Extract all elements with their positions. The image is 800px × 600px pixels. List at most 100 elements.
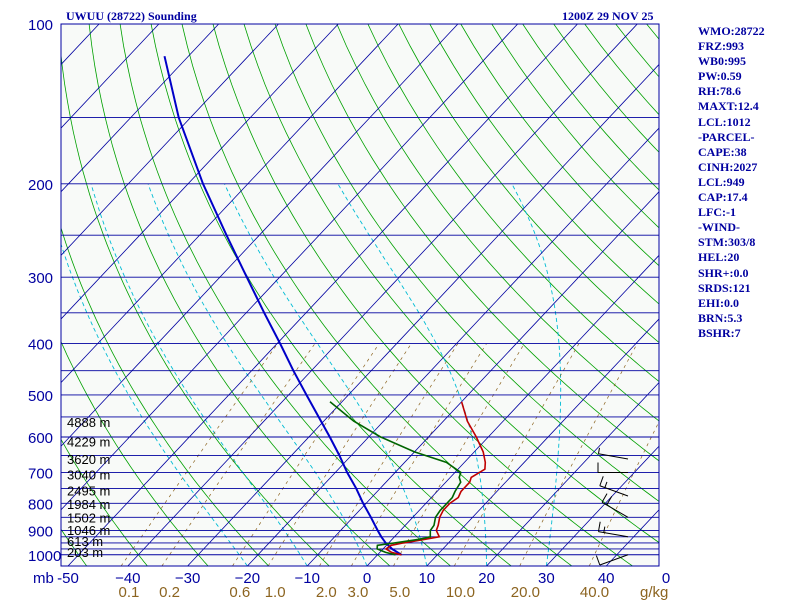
wind-barb-flag: [603, 526, 606, 533]
isotherm: [187, 63, 659, 566]
temperature-tick-label: 10: [418, 570, 435, 587]
parcel-path-line: [163, 55, 403, 556]
stat-item: SHR+:0.0: [698, 265, 749, 280]
stat-item: BSHR:7: [698, 325, 741, 340]
dry-adiabat: [429, 24, 659, 305]
wind-barb-flag: [595, 555, 601, 566]
mixing-ratio-label: 0.1: [119, 584, 140, 600]
stat-item: STM:303/8: [698, 235, 756, 250]
temperature-tick-label: −40: [115, 570, 140, 587]
isotherm: [366, 254, 659, 566]
isotherm: [247, 127, 659, 566]
mixing-ratio-label: 10.0: [446, 584, 475, 600]
dry-adiabat: [336, 24, 659, 422]
isotherm: [486, 382, 659, 566]
isotherm: [61, 24, 518, 511]
pressure-tick-label: 700: [28, 466, 53, 483]
moist-adiabat: [61, 242, 248, 566]
wind-barb-staff: [599, 554, 629, 566]
wind-barb: [597, 462, 628, 474]
stat-item: EHI:0.0: [698, 295, 740, 310]
stat-item: CAPE:38: [698, 144, 747, 159]
pressure-tick-label: 300: [28, 270, 53, 287]
sounding-indices-panel: WMO:28722 FRZ:993 WB0:995 PW:0.59 RH:78.6 MAX…: [698, 24, 765, 341]
dry-adiabat: [181, 24, 573, 566]
mixing-ratio-unit: g/kg: [640, 584, 668, 600]
isotherm: [61, 24, 279, 256]
stat-item: LFC:-1: [698, 205, 736, 220]
temperature-tick-label: −20: [235, 570, 260, 587]
moist-adiabat: [90, 183, 308, 566]
pressure-tick-label: 100: [28, 17, 53, 34]
dry-adiabat: [150, 24, 512, 566]
dry-adiabat: [61, 226, 269, 566]
wind-barb: [601, 493, 629, 518]
moist-adiabat: [224, 183, 428, 566]
dry-adiabat: [119, 24, 451, 566]
temperature-tick-label: 20: [478, 570, 495, 587]
wind-barb-flag: [604, 481, 608, 488]
stat-item: SRDS:121: [698, 280, 751, 295]
chart-title: UWUU (28722) Sounding: [66, 9, 197, 23]
stat-item: BRN:5.3: [698, 310, 743, 325]
pressure-tick-label: 500: [28, 388, 53, 405]
stat-item: CAP:17.4: [698, 190, 748, 205]
isotherm: [61, 24, 160, 129]
dry-adiabat: [61, 438, 148, 566]
height-label: 1046 m: [67, 523, 110, 538]
dry-adiabat: [460, 24, 659, 267]
isotherm: [306, 191, 659, 566]
temperature-tick-label: -50: [57, 570, 79, 587]
isotherm: [61, 24, 219, 193]
stat-item: CINH:2027: [698, 159, 758, 174]
stat-item: PW:0.59: [698, 69, 742, 84]
stat-item: WB0:995: [698, 54, 746, 69]
wind-barb-staff: [598, 531, 629, 538]
wind-barb-flag: [597, 447, 600, 454]
mixing-ratio-label: 5.0: [389, 584, 410, 600]
wind-barb-flag: [601, 493, 608, 503]
stat-item: MAXT:12.4: [698, 99, 759, 114]
dry-adiabat: [61, 340, 209, 566]
temperature-tick-label: 40: [598, 570, 615, 587]
pressure-tick-label: 600: [28, 430, 53, 447]
height-label: 1502 m: [67, 510, 110, 525]
dewpoint-profile-line: [329, 401, 462, 556]
plot-background: [61, 24, 659, 566]
wind-barb: [595, 554, 629, 566]
isotherm: [426, 318, 659, 566]
moist-adiabat: [147, 183, 368, 566]
isotherm: [67, 24, 578, 566]
stat-item: LCL:1012: [698, 114, 751, 129]
mixing-ratio-label: 20.0: [511, 584, 540, 600]
height-label: 1984 m: [67, 497, 110, 512]
pressure-tick-label: 800: [28, 496, 53, 513]
stat-item: FRZ:993: [698, 39, 744, 54]
temperature-tick-label: 0: [662, 570, 670, 587]
isotherm: [0, 24, 39, 566]
temperature-tick-label: 30: [538, 570, 555, 587]
stat-item: LCL:949: [698, 174, 745, 189]
height-label: 613 m: [67, 534, 103, 549]
mixing-ratio-label: 40.0: [580, 584, 609, 600]
mixing-ratio-line: [350, 343, 487, 566]
pressure-axis-unit: mb: [33, 570, 54, 587]
wind-barb: [597, 521, 629, 538]
height-label: 4229 m: [67, 435, 110, 450]
temperature-tick-label: −30: [175, 570, 200, 587]
moist-adiabat: [337, 183, 488, 566]
dry-adiabat: [398, 24, 659, 344]
mixing-ratio-line: [232, 343, 380, 566]
temperature-tick-label: −10: [294, 570, 319, 587]
dry-adiabat: [243, 24, 659, 543]
mixing-ratio-line: [120, 343, 278, 566]
dry-adiabat: [367, 24, 659, 383]
height-label: 203 m: [67, 545, 103, 560]
stat-item: -WIND-: [698, 220, 740, 235]
mixing-ratio-label: 0.2: [159, 584, 180, 600]
temperature-profile-line: [384, 401, 487, 556]
mixing-ratio-line: [519, 343, 638, 566]
wind-barb: [597, 447, 629, 460]
stat-item: -PARCEL-: [698, 129, 755, 144]
